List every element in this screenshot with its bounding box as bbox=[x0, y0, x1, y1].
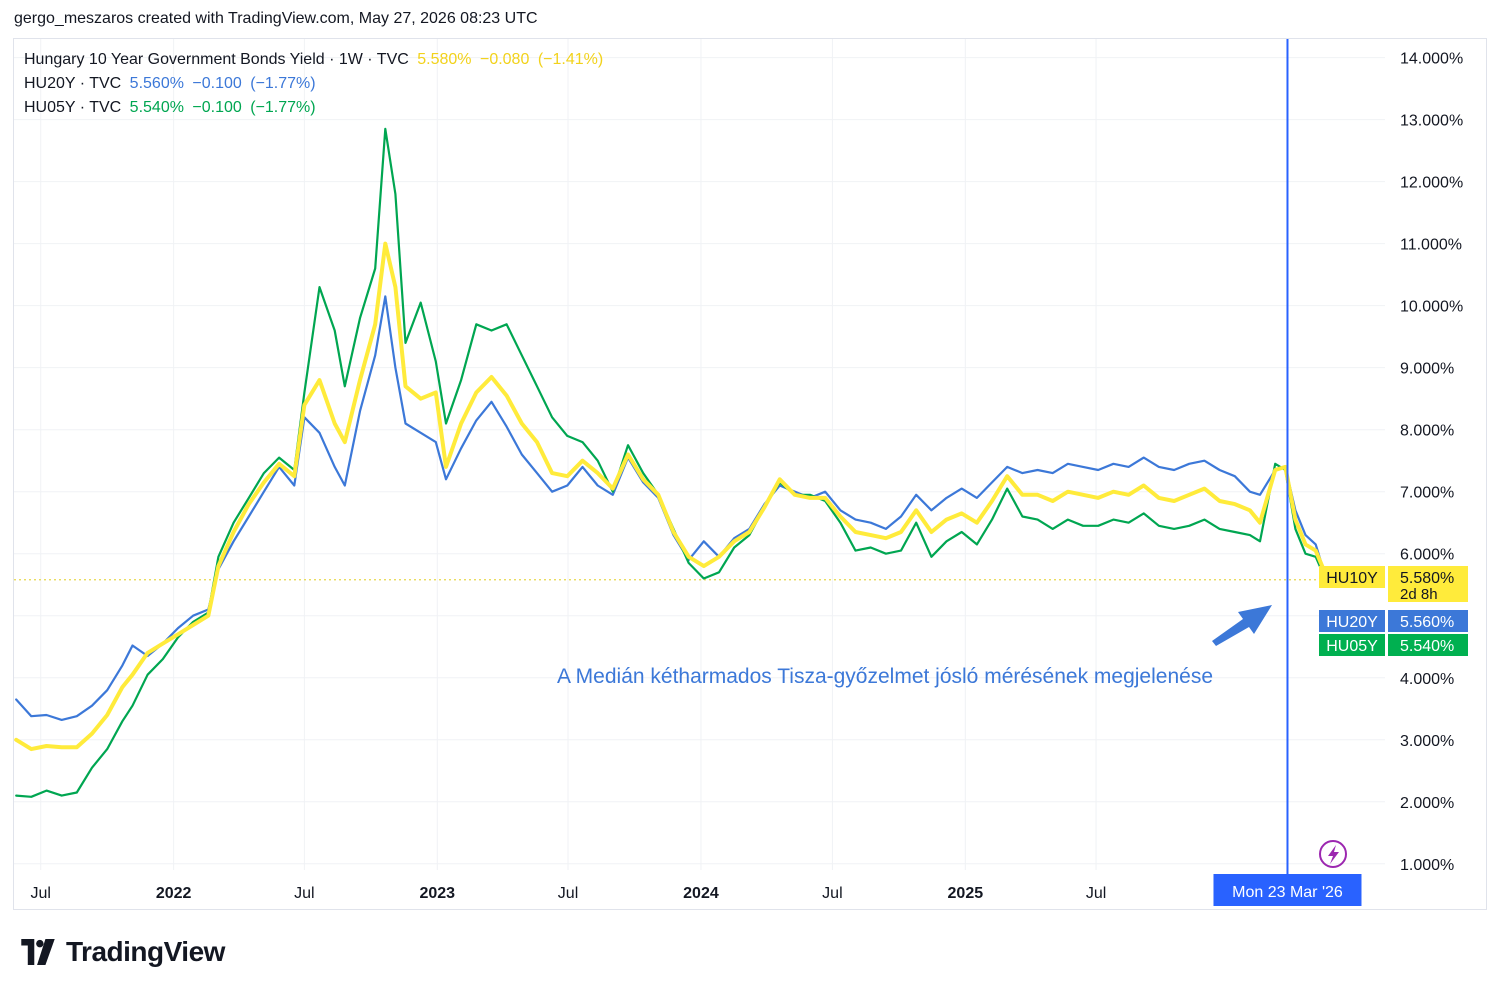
price-tag-symbol-hu20y: HU20Y bbox=[1326, 614, 1378, 631]
x-tick-label: Jul bbox=[30, 885, 50, 902]
legend-hu20y-change-pct: (−1.77%) bbox=[250, 75, 316, 92]
y-tick-label: 11.000% bbox=[1400, 237, 1462, 254]
tradingview-logo[interactable]: TradingView bbox=[18, 936, 225, 968]
price-tag-symbol-hu10y: HU10Y bbox=[1326, 570, 1378, 587]
y-tick-label: 8.000% bbox=[1400, 423, 1454, 440]
tradingview-logo-text: TradingView bbox=[66, 936, 225, 967]
y-tick-label: 1.000% bbox=[1400, 857, 1454, 874]
x-tick-label: Jul bbox=[558, 885, 578, 902]
y-tick-label: 13.000% bbox=[1400, 113, 1463, 130]
x-axis: Jul 2022 Jul 2023 Jul 2024 Jul 2025 Jul Mon 23 Ma… bbox=[30, 874, 1362, 906]
price-tag-symbol-box-hu20y bbox=[1319, 610, 1385, 632]
legend-hu20y[interactable]: HU20Y · TVC 5.560% −0.100 (−1.77%) bbox=[24, 72, 607, 96]
price-tag-value-box-hu05y bbox=[1388, 634, 1468, 656]
legend-hu10y[interactable]: Hungary 10 Year Government Bonds Yield ·… bbox=[24, 48, 607, 72]
price-tag-value-hu20y: 5.560% bbox=[1400, 614, 1454, 631]
legend-hu10y-name: Hungary 10 Year Government Bonds Yield ·… bbox=[24, 51, 409, 68]
legend-hu05y-change: −0.100 bbox=[192, 99, 242, 116]
y-tick-label: 10.000% bbox=[1400, 299, 1463, 316]
crosshair-date-label-box bbox=[1213, 874, 1362, 906]
price-tag-countdown-hu10y: 2d 8h bbox=[1400, 586, 1438, 603]
x-tick-label: Jul bbox=[294, 885, 314, 902]
lightning-icon-ring bbox=[1319, 840, 1347, 868]
y-tick-label: 3.000% bbox=[1400, 733, 1454, 750]
legend-hu05y-name: HU05Y · TVC bbox=[24, 99, 122, 116]
legend-hu20y-change: −0.100 bbox=[192, 75, 242, 92]
chart-attribution: gergo_meszaros created with TradingView.… bbox=[14, 10, 538, 27]
chart-legend: Hungary 10 Year Government Bonds Yield ·… bbox=[24, 48, 607, 120]
y-tick-label: 4.000% bbox=[1400, 671, 1454, 688]
series-line-hu10y[interactable] bbox=[14, 241, 1333, 752]
x-tick-label: 2022 bbox=[156, 885, 192, 902]
legend-hu05y-value: 5.540% bbox=[129, 99, 184, 116]
x-tick-label: 2025 bbox=[948, 885, 984, 902]
chart-frame bbox=[13, 38, 1487, 910]
x-tick-label: 2024 bbox=[683, 885, 719, 902]
annotation-arrow-icon bbox=[1212, 605, 1272, 646]
y-tick-label: 9.000% bbox=[1400, 361, 1454, 378]
lightning-icon-bolt bbox=[1328, 845, 1339, 864]
tradingview-logo-icon bbox=[21, 939, 55, 965]
y-axis: 1.000%2.000%3.000%4.000%5.000%6.000%7.00… bbox=[1400, 51, 1463, 874]
price-tags: HU10Y 5.580%2d 8h HU20Y 5.560% HU05Y 5.540% bbox=[1319, 566, 1468, 656]
series-line-hu20y[interactable] bbox=[15, 295, 1332, 721]
price-tag-symbol-hu05y: HU05Y bbox=[1326, 638, 1378, 655]
y-tick-label: 2.000% bbox=[1400, 795, 1454, 812]
x-tick-label: 2023 bbox=[419, 885, 455, 902]
price-tag-symbol-box-hu10y bbox=[1319, 566, 1385, 588]
annotation-text: A Medián kétharmados Tisza-győzelmet jós… bbox=[557, 665, 1213, 688]
price-tag-value-box-hu20y bbox=[1388, 610, 1468, 632]
legend-hu20y-value: 5.560% bbox=[129, 75, 184, 92]
price-tag-value-hu05y: 5.540% bbox=[1400, 638, 1454, 655]
legend-hu05y-change-pct: (−1.77%) bbox=[250, 99, 316, 116]
y-tick-label: 12.000% bbox=[1400, 175, 1463, 192]
legend-hu20y-name: HU20Y · TVC bbox=[24, 75, 122, 92]
x-tick-label: Jul bbox=[822, 885, 842, 902]
annotation-layer: A Medián kétharmados Tisza-győzelmet jós… bbox=[557, 605, 1347, 868]
price-tag-symbol-box-hu05y bbox=[1319, 634, 1385, 656]
lightning-icon[interactable] bbox=[1319, 840, 1347, 868]
y-tick-label: 7.000% bbox=[1400, 485, 1454, 502]
legend-hu05y[interactable]: HU05Y · TVC 5.540% −0.100 (−1.77%) bbox=[24, 96, 607, 120]
price-tag-value-hu10y: 5.580% bbox=[1400, 570, 1454, 587]
legend-hu10y-value: 5.580% bbox=[417, 51, 472, 68]
price-tag-value-box-hu10y bbox=[1388, 566, 1468, 602]
x-tick-label: Jul bbox=[1086, 885, 1106, 902]
series-layer bbox=[14, 127, 1333, 798]
legend-hu10y-change: −0.080 bbox=[479, 51, 530, 68]
y-tick-label: 14.000% bbox=[1400, 51, 1463, 68]
chart-grid bbox=[14, 39, 1385, 870]
legend-hu10y-change-pct: (−1.41%) bbox=[537, 51, 604, 68]
crosshair-date-label: Mon 23 Mar '26 bbox=[1232, 884, 1343, 901]
y-tick-label: 6.000% bbox=[1400, 547, 1454, 564]
